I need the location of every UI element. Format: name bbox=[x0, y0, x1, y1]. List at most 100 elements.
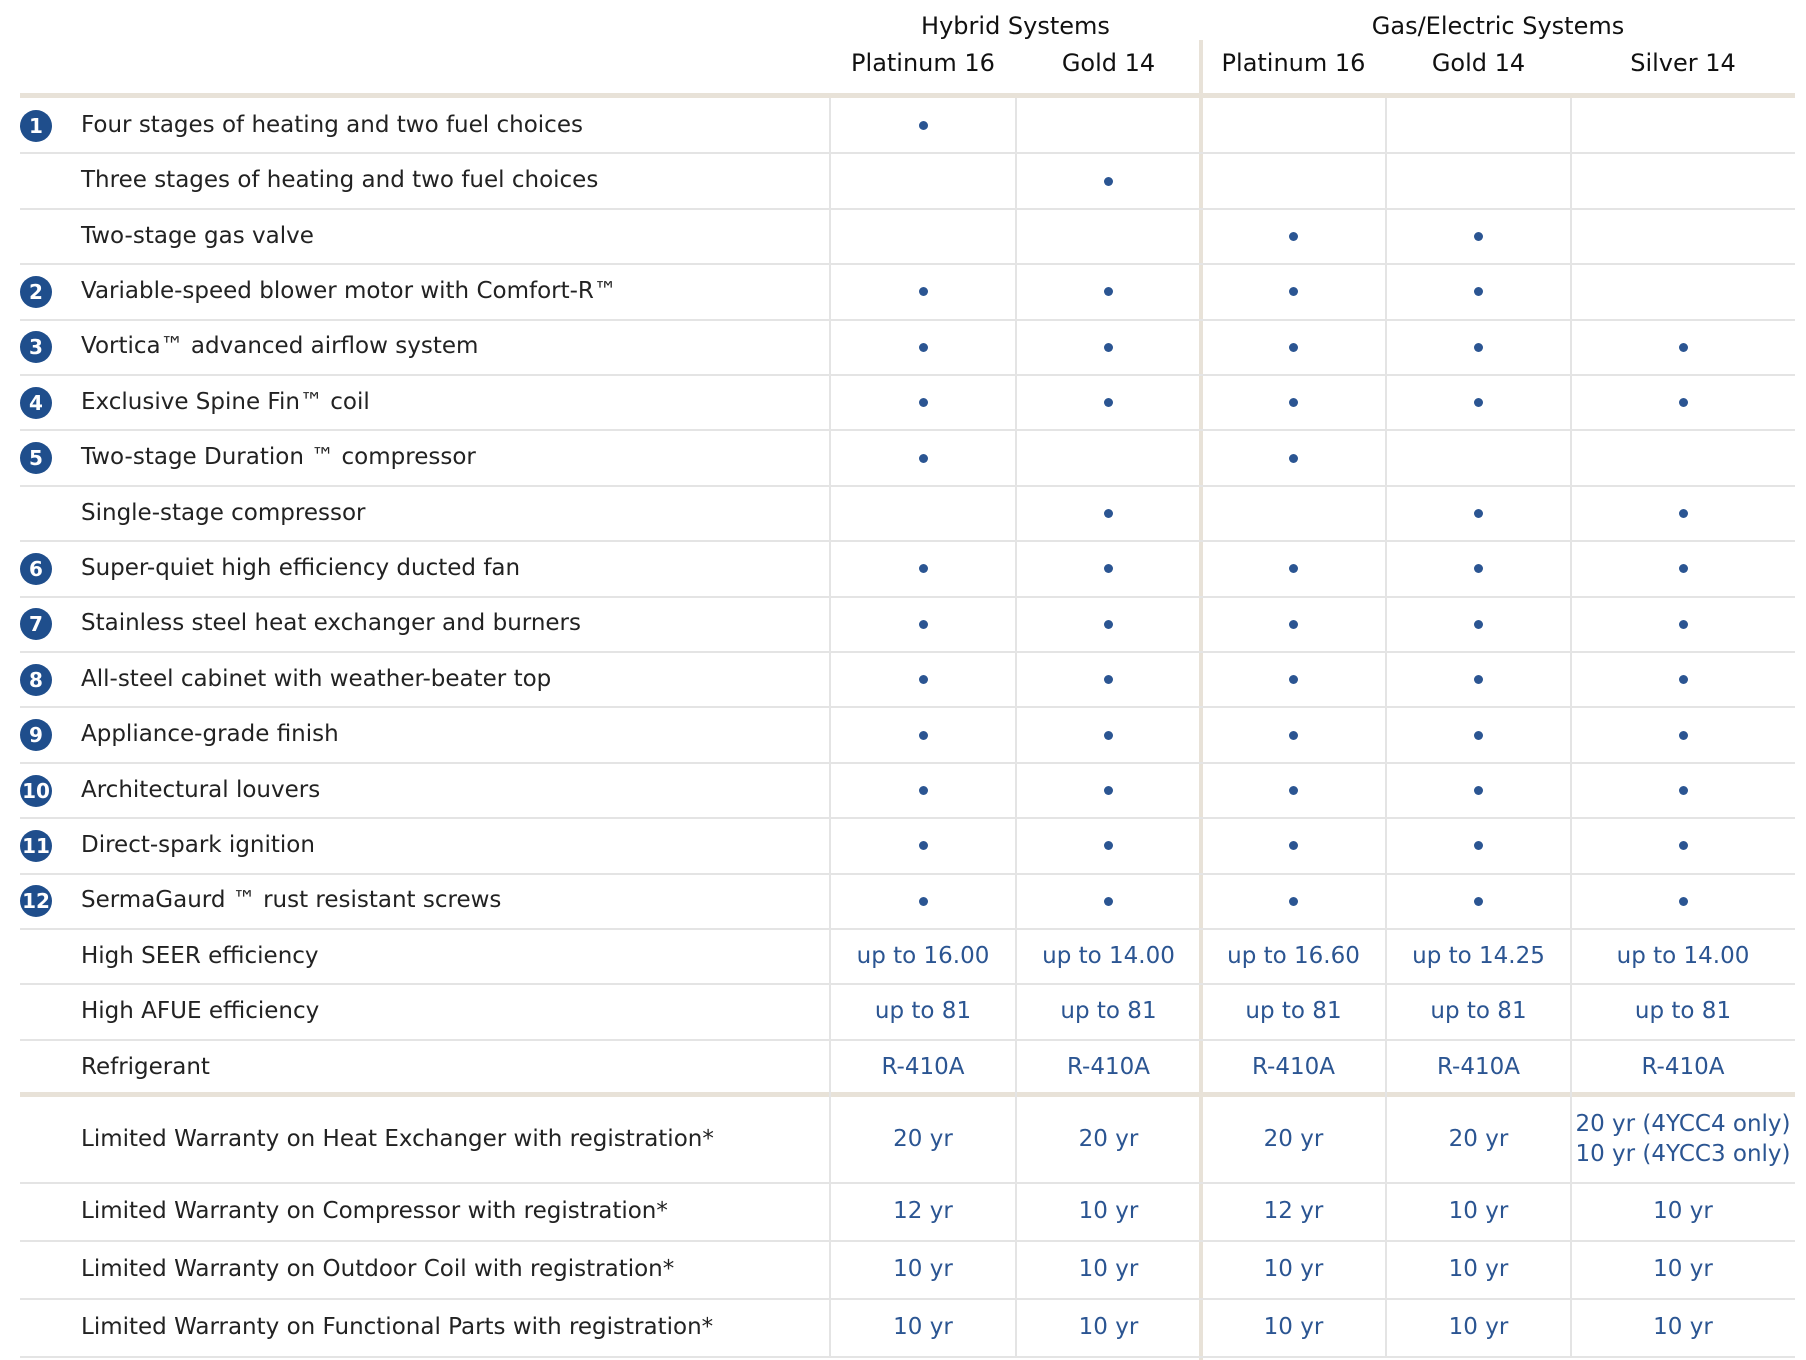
row-rule bbox=[20, 374, 1795, 376]
row-rule bbox=[20, 928, 1795, 930]
feature-dot bbox=[1474, 896, 1483, 906]
column-divider bbox=[1570, 98, 1572, 1358]
row-rule bbox=[20, 706, 1795, 709]
row-badge: 6 bbox=[20, 552, 52, 585]
column-header: Gold 14 bbox=[1431, 49, 1526, 77]
row-rule bbox=[20, 484, 1795, 487]
group-header: Gas/Electric Systems bbox=[1371, 12, 1625, 40]
cell-value: up to 14.25 bbox=[1412, 942, 1545, 969]
cell-value: 10 yr bbox=[1448, 1256, 1509, 1283]
feature-dot bbox=[1104, 730, 1113, 740]
feature-dot bbox=[1289, 564, 1298, 574]
feature-dot bbox=[1289, 619, 1298, 629]
feature-dot bbox=[1678, 841, 1688, 851]
cell-value: 20 yr bbox=[893, 1126, 953, 1153]
feature-dot bbox=[1289, 287, 1298, 297]
row-rule bbox=[20, 761, 1795, 764]
feature-dot bbox=[1474, 730, 1483, 740]
column-divider bbox=[1015, 98, 1017, 1358]
row-badge: 5 bbox=[20, 442, 52, 475]
row-badge: 12 bbox=[20, 885, 52, 918]
row-label: Refrigerant bbox=[81, 1053, 210, 1080]
row-rule bbox=[20, 817, 1795, 820]
row-label: High SEER efficiency bbox=[81, 942, 319, 969]
cell-value: 12 yr bbox=[893, 1198, 953, 1225]
row-label: Four stages of heating and two fuel choi… bbox=[81, 111, 583, 138]
row-rule bbox=[20, 983, 1795, 986]
feature-dot bbox=[1289, 730, 1298, 740]
row-label: Variable-speed blower motor with Comfort… bbox=[81, 277, 617, 304]
feature-dot bbox=[1474, 786, 1483, 795]
cell-value: 10 yr bbox=[893, 1256, 953, 1283]
feature-dot bbox=[918, 564, 928, 574]
feature-dot bbox=[1474, 232, 1483, 241]
cell-value: 20 yr bbox=[1078, 1126, 1139, 1153]
cell-value: 10 yr bbox=[1078, 1256, 1139, 1283]
feature-dot bbox=[1678, 342, 1688, 352]
cell-value: 10 yr bbox=[1653, 1314, 1713, 1341]
feature-dot bbox=[1678, 564, 1688, 574]
group-divider bbox=[1199, 40, 1203, 1360]
row-rule bbox=[20, 1356, 1795, 1359]
feature-dot bbox=[918, 121, 928, 131]
row-badge: 3 bbox=[20, 331, 52, 364]
feature-dot bbox=[918, 841, 928, 851]
cell-value: 10 yr bbox=[1263, 1314, 1324, 1341]
cell-value: R-410A bbox=[1067, 1053, 1150, 1080]
feature-dot bbox=[1104, 287, 1113, 297]
row-label: Limited Warranty on Heat Exchanger with … bbox=[81, 1126, 714, 1153]
feature-dot bbox=[918, 342, 928, 352]
row-label: Two-stage gas valve bbox=[81, 222, 314, 249]
feature-dot bbox=[1104, 342, 1113, 352]
feature-dot bbox=[1474, 564, 1483, 574]
cell-value: up to 81 bbox=[1634, 998, 1732, 1025]
feature-dot bbox=[1289, 675, 1298, 685]
feature-dot bbox=[1678, 675, 1688, 685]
cell-value: 10 yr (4YCC3 only) bbox=[1575, 1141, 1791, 1168]
feature-dot bbox=[918, 619, 928, 629]
row-badge: 1 bbox=[20, 109, 52, 142]
cell-value: 20 yr bbox=[1448, 1126, 1509, 1153]
feature-dot bbox=[918, 453, 928, 463]
feature-dot bbox=[918, 786, 928, 795]
column-divider bbox=[1385, 98, 1387, 1358]
row-label: High AFUE efficiency bbox=[81, 998, 320, 1025]
header-rule bbox=[20, 93, 1795, 98]
row-badge: 7 bbox=[20, 608, 52, 641]
row-label: Single-stage compressor bbox=[81, 499, 366, 526]
feature-dot bbox=[1678, 896, 1688, 906]
cell-value: up to 81 bbox=[874, 998, 972, 1025]
cell-value: up to 16.00 bbox=[856, 942, 990, 969]
feature-dot bbox=[918, 287, 928, 297]
group-header: Hybrid Systems bbox=[921, 12, 1110, 40]
row-label: All-steel cabinet with weather-beater to… bbox=[81, 665, 552, 692]
cell-value: 12 yr bbox=[1263, 1198, 1324, 1225]
column-header: Platinum 16 bbox=[1221, 49, 1366, 77]
row-rule bbox=[20, 1038, 1795, 1041]
feature-dot bbox=[1474, 509, 1483, 518]
column-header: Gold 14 bbox=[1061, 49, 1156, 77]
feature-dot bbox=[1289, 232, 1298, 241]
row-label: Stainless steel heat exchanger and burne… bbox=[81, 610, 581, 637]
feature-dot bbox=[1474, 619, 1483, 629]
feature-dot bbox=[1104, 675, 1113, 685]
feature-dot bbox=[1104, 398, 1113, 408]
row-rule bbox=[20, 1182, 1795, 1185]
cell-value: 10 yr bbox=[893, 1314, 953, 1341]
cell-value: up to 81 bbox=[1245, 998, 1342, 1025]
feature-dot bbox=[1104, 564, 1113, 574]
section-rule bbox=[20, 1092, 1795, 1098]
feature-dot bbox=[918, 398, 928, 408]
feature-dot bbox=[1678, 398, 1688, 408]
feature-dot bbox=[1474, 675, 1483, 685]
cell-value: 10 yr bbox=[1653, 1198, 1713, 1225]
feature-dot bbox=[1474, 287, 1483, 297]
row-rule bbox=[20, 429, 1795, 432]
feature-dot bbox=[1104, 841, 1113, 851]
cell-value: 10 yr bbox=[1653, 1256, 1713, 1283]
feature-dot bbox=[1474, 841, 1483, 851]
row-badge: 8 bbox=[20, 663, 52, 696]
feature-dot bbox=[1289, 453, 1298, 463]
cell-value: 10 yr bbox=[1078, 1198, 1139, 1225]
